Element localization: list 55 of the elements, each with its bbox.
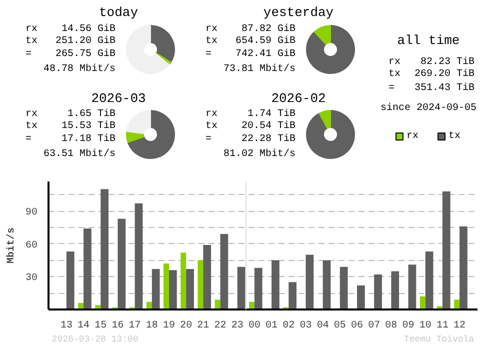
x-tick-label: 19 bbox=[162, 320, 176, 332]
text: tx 654.59 GiB bbox=[206, 36, 296, 47]
x-tick-label: 10 bbox=[419, 320, 432, 332]
x-tick-label: 22 bbox=[214, 320, 226, 332]
text: = 351.43 TiB bbox=[388, 83, 475, 94]
x-tick-label: 00 bbox=[248, 320, 260, 332]
y-tick-label: 30 bbox=[26, 273, 38, 284]
chart-title: yesterday bbox=[263, 5, 334, 20]
text: all time bbox=[397, 33, 460, 48]
text: rx 1.65 TiB bbox=[26, 109, 116, 120]
chart-title: today bbox=[98, 5, 138, 20]
text: 81.02 Mbit/s bbox=[223, 148, 296, 160]
x-tick-label: 05 bbox=[334, 320, 346, 332]
text: rx 87.82 GiB bbox=[206, 24, 296, 35]
x-tick-label: 02 bbox=[282, 320, 295, 332]
text: 48.78 Mbit/s bbox=[43, 63, 116, 75]
text: = 17.18 TiB bbox=[26, 134, 116, 145]
legend-label: rx bbox=[406, 131, 419, 142]
text: 63.51 Mbit/s bbox=[43, 148, 116, 160]
text: tx 251.20 GiB bbox=[26, 36, 116, 47]
x-tick-label: 07 bbox=[368, 320, 380, 332]
x-tick-label: 11 bbox=[436, 320, 448, 332]
x-tick-label: 20 bbox=[180, 320, 192, 332]
x-tick-label: 21 bbox=[197, 320, 210, 332]
text: tx 15.53 TiB bbox=[26, 121, 116, 132]
y-tick-label: 90 bbox=[26, 208, 38, 219]
text: tx 20.54 TiB bbox=[206, 121, 296, 132]
text: rx 82.23 TiB bbox=[388, 57, 475, 68]
legend-label: tx bbox=[448, 131, 461, 142]
y-axis-title: Mbit/s bbox=[6, 227, 18, 264]
x-tick-label: 15 bbox=[94, 320, 107, 332]
x-tick-label: 16 bbox=[112, 320, 124, 332]
text: rx 14.56 GiB bbox=[26, 24, 116, 35]
x-tick-label: 08 bbox=[385, 320, 398, 332]
x-tick-label: 23 bbox=[231, 320, 244, 332]
text: = 742.41 GiB bbox=[206, 49, 296, 60]
chart-title: 2026-02 bbox=[271, 91, 326, 106]
x-tick-label: 04 bbox=[316, 320, 329, 332]
x-tick-label: 12 bbox=[454, 320, 466, 332]
x-tick-label: 01 bbox=[266, 320, 278, 332]
text: tx 269.20 TiB bbox=[388, 69, 475, 80]
chart-title: 2026-03 bbox=[91, 91, 146, 106]
text: = 22.28 TiB bbox=[206, 134, 296, 145]
text: = 265.75 GiB bbox=[26, 49, 116, 60]
x-tick-label: 06 bbox=[351, 320, 364, 332]
x-tick-label: 14 bbox=[78, 320, 90, 332]
x-tick-label: 09 bbox=[402, 320, 414, 332]
x-tick-label: 13 bbox=[60, 320, 72, 332]
x-tick-label: 17 bbox=[128, 320, 141, 332]
text: rx 1.74 TiB bbox=[206, 109, 296, 120]
x-tick-label: 18 bbox=[146, 320, 158, 332]
x-tick-label: 03 bbox=[300, 320, 312, 332]
y-tick-label: 60 bbox=[26, 240, 38, 252]
text: since 2024-09-05 bbox=[380, 102, 477, 114]
text: 73.81 Mbit/s bbox=[223, 63, 296, 75]
